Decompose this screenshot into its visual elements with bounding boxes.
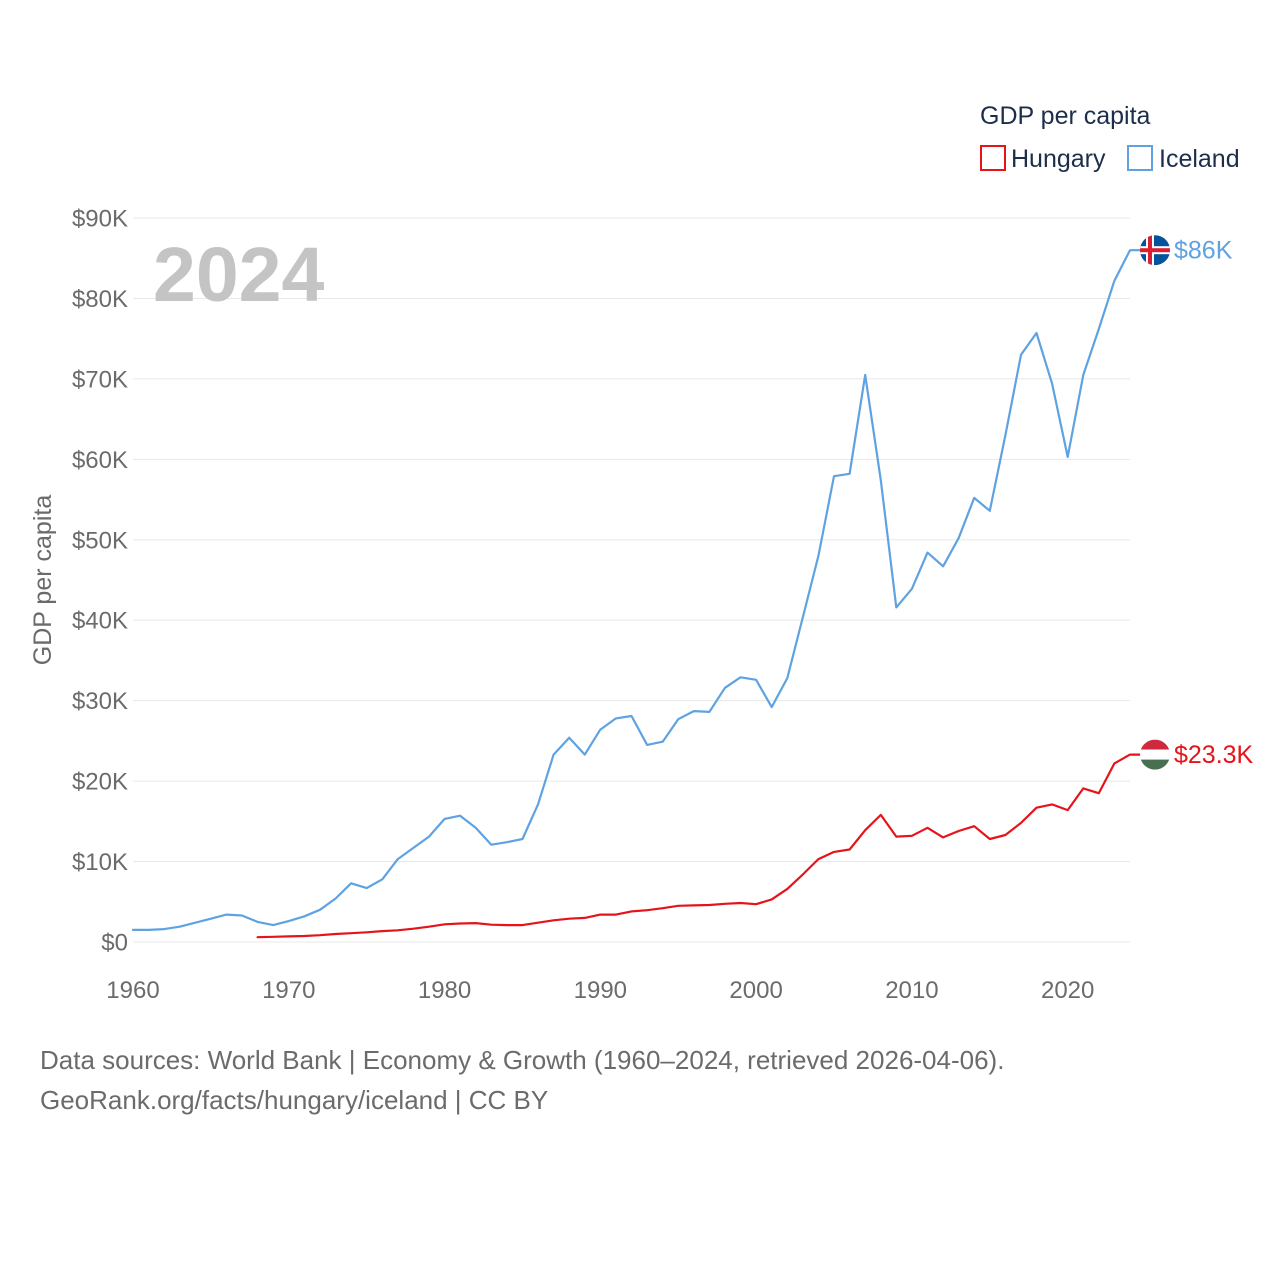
iceland-flag-icon <box>1140 235 1170 266</box>
x-tick-label: 2020 <box>1041 977 1094 1004</box>
y-tick-label: $80K <box>72 286 128 313</box>
end-label-iceland: $86K <box>1174 237 1233 265</box>
y-axis-title: GDP per capita <box>29 495 57 666</box>
x-tick-label: 1970 <box>262 977 315 1004</box>
legend-label-iceland: Iceland <box>1159 145 1240 173</box>
y-tick-label: $40K <box>72 608 128 635</box>
footer: Data sources: World Bank | Economy & Gro… <box>40 1040 1004 1120</box>
x-tick-label: 2000 <box>729 977 782 1004</box>
footer-sources: Data sources: World Bank | Economy & Gro… <box>40 1045 1005 1075</box>
legend-label-hungary: Hungary <box>1011 145 1106 173</box>
gridlines <box>133 217 1130 943</box>
series-line-iceland <box>131 249 1142 931</box>
y-tick-label: $10K <box>72 849 128 876</box>
series-line-hungary <box>256 753 1142 939</box>
x-tick-label: 2010 <box>885 977 938 1004</box>
legend-swatch-hungary <box>980 145 1006 171</box>
y-tick-label: $0 <box>101 930 128 957</box>
y-tick-label: $90K <box>72 206 128 233</box>
footer-credit: GeoRank.org/facts/hungary/iceland | CC B… <box>40 1085 549 1115</box>
legend-item-iceland: Iceland <box>1127 145 1240 173</box>
year-watermark: 2024 <box>153 232 324 318</box>
series-lines <box>131 249 1142 939</box>
legend-title: GDP per capita <box>980 102 1151 130</box>
legend-swatch-iceland <box>1127 145 1153 171</box>
y-tick-label: $20K <box>72 769 128 796</box>
x-tick-label: 1980 <box>418 977 471 1004</box>
x-axis: 1960 1970 1980 1990 2000 2010 2020 <box>106 977 1094 1004</box>
legend-item-hungary: Hungary <box>980 145 1106 173</box>
hungary-flag-icon <box>1140 739 1170 770</box>
x-tick-label: 1990 <box>574 977 627 1004</box>
y-tick-label: $30K <box>72 688 128 715</box>
y-tick-label: $50K <box>72 527 128 554</box>
end-label-hungary: $23.3K <box>1174 741 1254 769</box>
y-tick-label: $70K <box>72 366 128 393</box>
y-tick-label: $60K <box>72 447 128 474</box>
y-axis: $0 $10K $20K $30K $40K $50K $60K $70K $80K $90K <box>72 206 128 957</box>
x-tick-label: 1960 <box>106 977 159 1004</box>
legend: GDP per capita Hungary Iceland <box>980 102 1240 173</box>
